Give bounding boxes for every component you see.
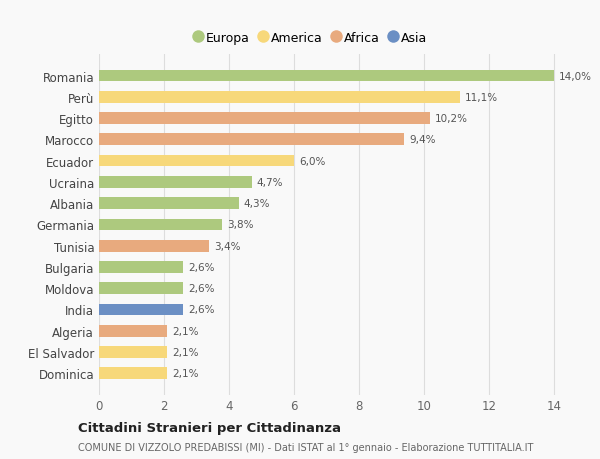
Bar bbox=[99, 198, 239, 209]
Text: 11,1%: 11,1% bbox=[464, 93, 497, 102]
Text: 10,2%: 10,2% bbox=[435, 114, 468, 124]
Text: 2,6%: 2,6% bbox=[188, 263, 215, 272]
Text: 2,1%: 2,1% bbox=[172, 369, 199, 379]
Text: 2,6%: 2,6% bbox=[188, 284, 215, 294]
Text: Cittadini Stranieri per Cittadinanza: Cittadini Stranieri per Cittadinanza bbox=[78, 421, 341, 434]
Bar bbox=[99, 304, 184, 316]
Text: 2,1%: 2,1% bbox=[172, 347, 199, 357]
Text: 2,6%: 2,6% bbox=[188, 305, 215, 315]
Legend: Europa, America, Africa, Asia: Europa, America, Africa, Asia bbox=[190, 28, 433, 50]
Text: 9,4%: 9,4% bbox=[409, 135, 436, 145]
Text: 14,0%: 14,0% bbox=[559, 71, 592, 81]
Bar bbox=[99, 219, 223, 231]
Text: 4,3%: 4,3% bbox=[244, 199, 270, 209]
Bar bbox=[99, 347, 167, 358]
Bar bbox=[99, 113, 430, 125]
Bar bbox=[99, 71, 554, 82]
Text: 3,4%: 3,4% bbox=[214, 241, 241, 251]
Bar bbox=[99, 262, 184, 273]
Bar bbox=[99, 325, 167, 337]
Text: 6,0%: 6,0% bbox=[299, 156, 325, 166]
Text: COMUNE DI VIZZOLO PREDABISSI (MI) - Dati ISTAT al 1° gennaio - Elaborazione TUTT: COMUNE DI VIZZOLO PREDABISSI (MI) - Dati… bbox=[78, 442, 533, 452]
Bar bbox=[99, 241, 209, 252]
Text: 2,1%: 2,1% bbox=[172, 326, 199, 336]
Bar bbox=[99, 283, 184, 294]
Text: 4,7%: 4,7% bbox=[257, 178, 283, 187]
Text: 3,8%: 3,8% bbox=[227, 220, 254, 230]
Bar bbox=[99, 156, 294, 167]
Bar bbox=[99, 368, 167, 379]
Bar bbox=[99, 177, 251, 188]
Bar bbox=[99, 92, 460, 103]
Bar bbox=[99, 134, 404, 146]
